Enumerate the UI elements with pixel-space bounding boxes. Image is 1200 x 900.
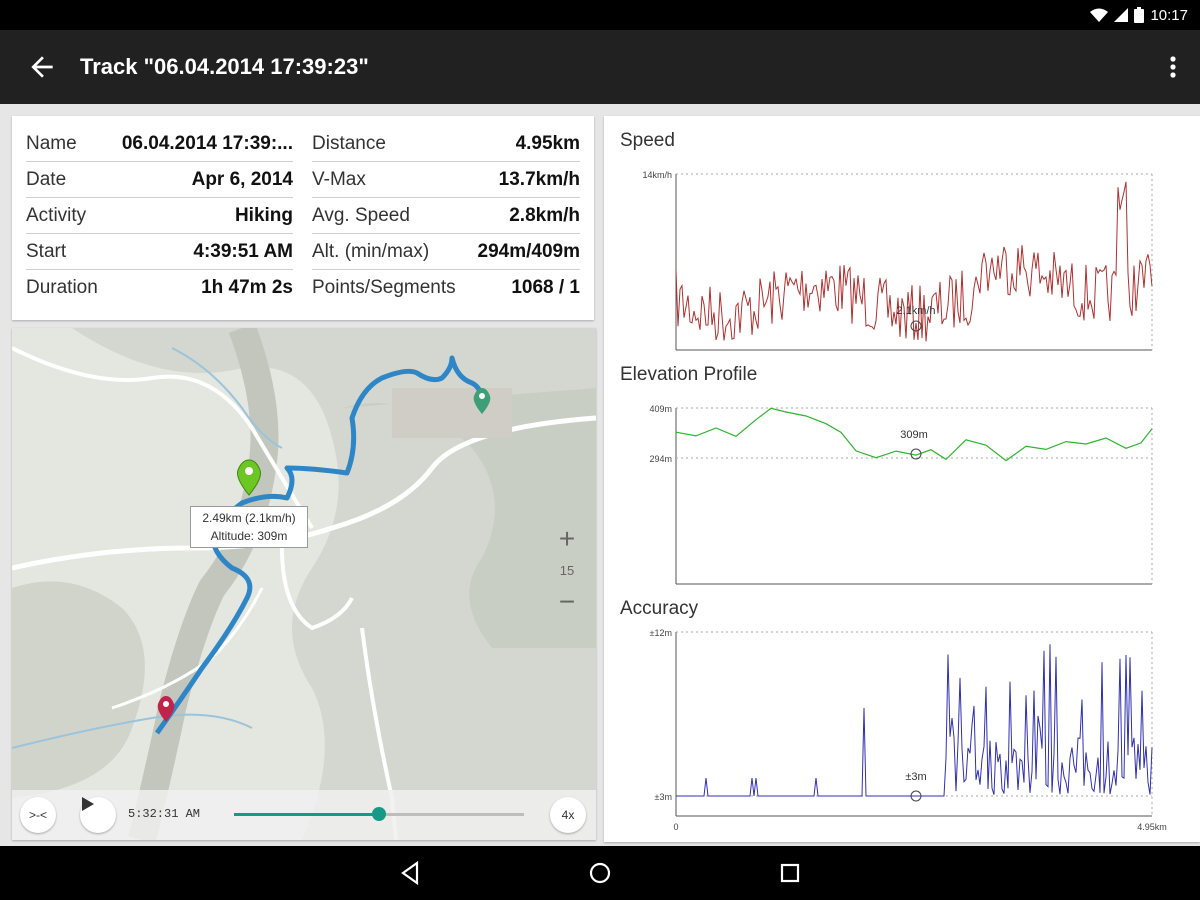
nav-bar [0,846,1200,900]
elevation-series-line [675,407,1153,462]
info-label: Alt. (min/max) [312,240,430,262]
info-value: 294m/409m [477,240,580,262]
cursor-marker [910,320,922,332]
tooltip-distance: 2.49km (2.1km/h) [202,511,296,525]
tooltip-altitude: Altitude: 309m [210,529,288,543]
info-row: Points/Segments 1068 / 1 [312,270,580,305]
info-value: 4.95km [515,132,580,154]
nav-home-icon[interactable] [585,858,615,888]
info-label: Avg. Speed [312,204,410,226]
info-row: Alt. (min/max) 294m/409m [312,234,580,270]
info-column-right: Distance 4.95km V-Max 13.7km/h Avg. Speed 2… [312,126,580,305]
accuracy-chart-svg: ±12m ±3m 0 4.95km ±3m [650,628,1167,832]
info-label: Date [26,168,67,190]
cursor-label: 2.1km/h [896,305,935,317]
speed-series-line [675,181,1153,342]
info-value: 1068 / 1 [511,276,580,298]
accuracy-series-line [676,644,1153,797]
start-marker [157,696,175,722]
back-arrow-icon[interactable] [26,51,58,83]
playback-bar: >-< 5:32:31 AM 4x [12,790,596,840]
info-column-left: Name 06.04.2014 17:39:... Date Apr 6, 2014… [26,126,293,305]
nav-back-icon[interactable] [395,858,425,888]
cursor-marker [910,790,922,802]
status-time: 10:17 [1150,6,1188,24]
map-view[interactable]: 2.49km (2.1km/h) Altitude: 309m + 15 − >… [12,328,596,840]
chart-title: Elevation Profile [620,364,758,385]
info-label: V-Max [312,168,366,190]
app-bar: Track "06.04.2014 17:39:23" [0,30,1200,104]
collapse-button[interactable]: >-< [20,797,56,833]
wifi-icon [1090,8,1109,22]
end-marker [473,388,491,414]
more-vert-icon[interactable] [1168,53,1178,81]
cursor-marker [910,448,922,460]
info-label: Distance [312,132,386,154]
info-row: Date Apr 6, 2014 [26,162,293,198]
info-row: V-Max 13.7km/h [312,162,580,198]
zoom-out-button[interactable]: − [558,586,576,617]
accuracy-chart: Accuracy ±12m ±3m 0 4.95km ±3m [604,598,1200,836]
elevation-chart-svg: 409m294m04.95km309m [649,404,1153,585]
info-row: Avg. Speed 2.8km/h [312,198,580,234]
status-icons: 10:17 [1090,0,1188,30]
cursor-label: 309m [900,429,928,441]
map-canvas[interactable] [12,328,596,840]
y-tick-label: ±3m [655,792,672,802]
track-path [154,355,485,735]
content-area: Name 06.04.2014 17:39:... Date Apr 6, 2014… [0,104,1200,846]
signal-icon [1114,8,1129,22]
info-label: Start [26,240,67,262]
info-label: Points/Segments [312,276,456,298]
zoom-controls: + 15 − [552,523,582,618]
info-label: Name [26,132,77,154]
x-tick-label: 4.95km [1137,822,1167,832]
cursor-label: ±3m [905,771,926,783]
y-tick-label: 409m [649,404,672,414]
info-value: 4:39:51 AM [193,240,293,262]
playback-knob[interactable] [372,807,386,821]
info-row: Name 06.04.2014 17:39:... [26,126,293,162]
play-button[interactable] [80,797,116,833]
speed-button[interactable]: 4x [550,797,586,833]
info-value: 1h 47m 2s [201,276,293,298]
zoom-in-button[interactable]: + [558,523,576,554]
playback-time: 5:32:31 AM [128,807,201,821]
info-value: 13.7km/h [498,168,580,190]
x-tick-label: 0 [673,822,678,832]
nav-recents-icon[interactable] [775,858,805,888]
charts-card: Speed 14km/h04.95km2.1km/h Elevation Pro… [604,116,1200,842]
speed-chart-svg: 14km/h04.95km2.1km/h [642,170,1153,351]
chart-title: Speed [620,130,675,151]
track-info-card: Name 06.04.2014 17:39:... Date Apr 6, 2014… [12,116,594,320]
info-row: Start 4:39:51 AM [26,234,293,270]
page-title: Track "06.04.2014 17:39:23" [80,54,369,79]
info-value: 2.8km/h [509,204,580,226]
elevation-chart: Elevation Profile 409m294m04.95km309m [604,364,1200,590]
info-value: Hiking [234,204,293,226]
zoom-level: 15 [559,563,575,578]
current-position-marker [237,459,261,496]
info-label: Duration [26,276,98,298]
info-row: Distance 4.95km [312,126,580,162]
y-tick-label: ±12m [650,628,672,638]
info-label: Activity [26,204,87,226]
y-tick-label: 14km/h [642,170,672,180]
map-tooltip: 2.49km (2.1km/h) Altitude: 309m [190,506,308,548]
playback-progress [234,813,379,816]
info-row: Duration 1h 47m 2s [26,270,293,305]
speed-chart: Speed 14km/h04.95km2.1km/h [604,130,1200,356]
y-tick-label: 294m [649,454,672,464]
info-value: Apr 6, 2014 [191,168,293,190]
battery-icon [1134,7,1145,23]
info-value: 06.04.2014 17:39:... [121,132,293,154]
info-row: Activity Hiking [26,198,293,234]
status-bar: 10:17 [0,0,1200,30]
chart-title: Accuracy [620,598,699,619]
playback-slider[interactable] [234,807,524,821]
play-icon [82,797,94,811]
